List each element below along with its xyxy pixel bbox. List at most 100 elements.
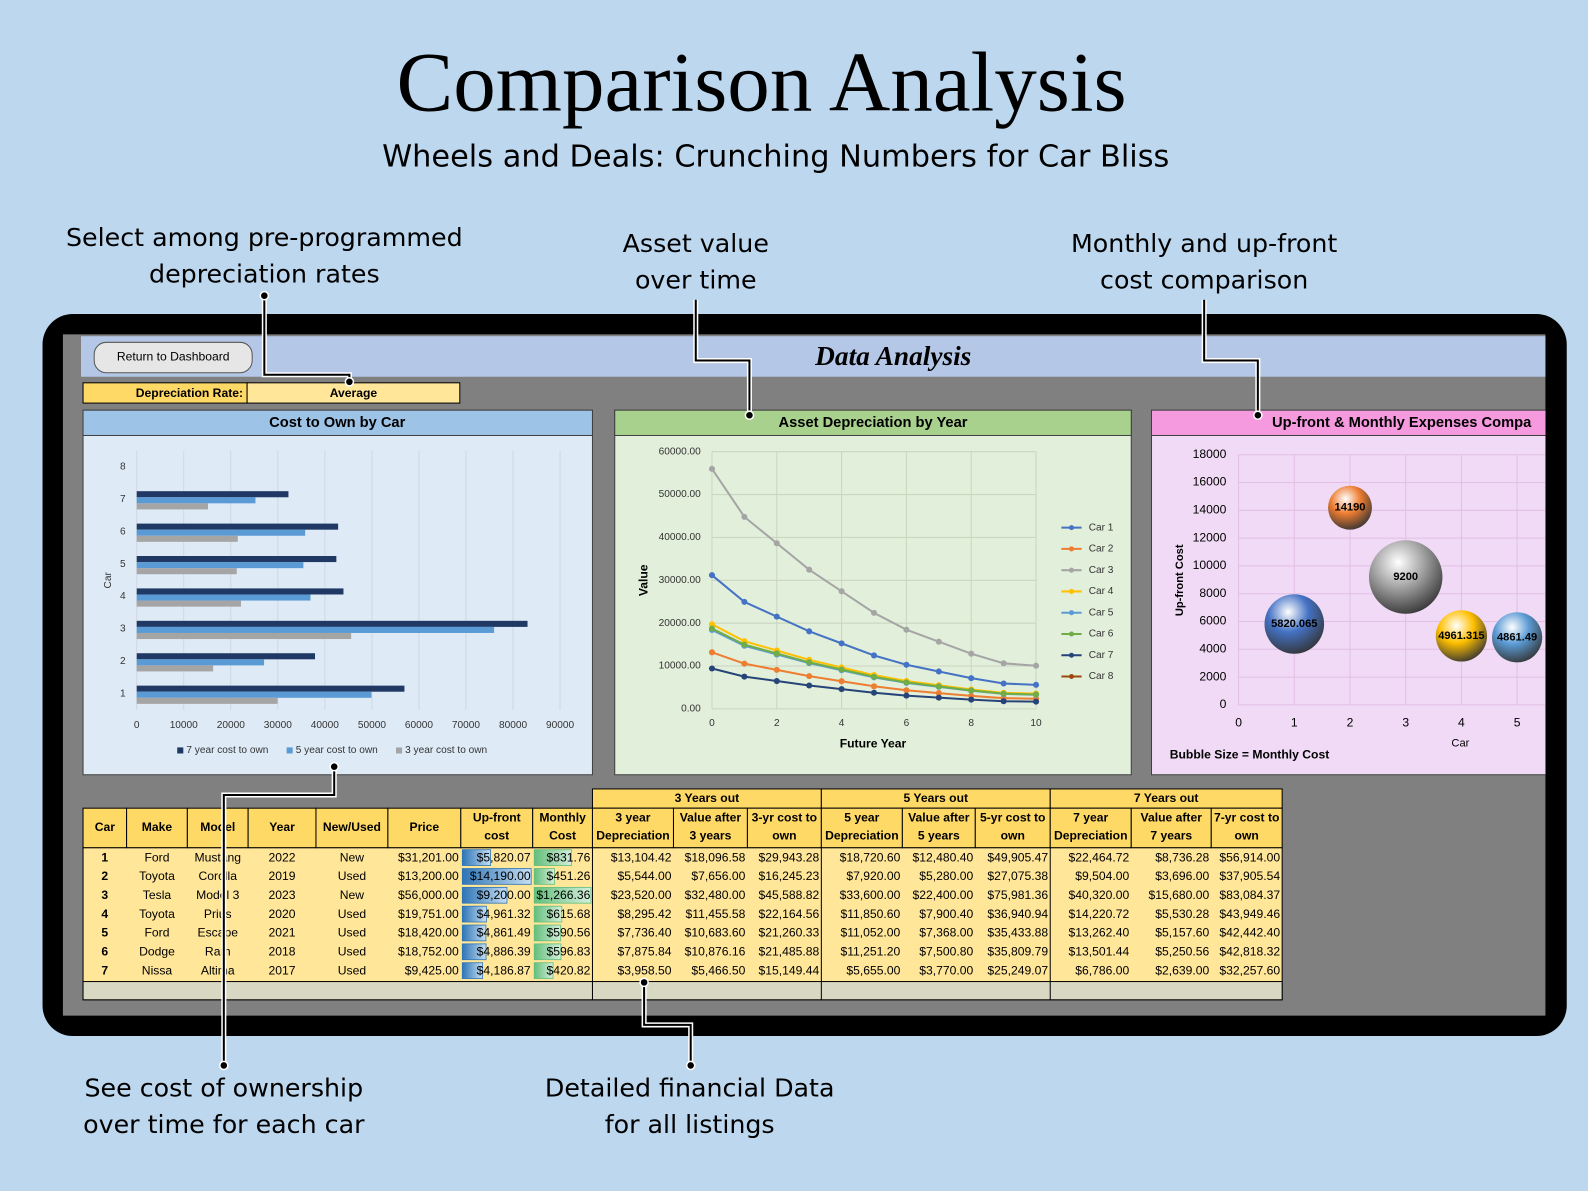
table-cell: $35,433.88: [987, 926, 1048, 940]
table-cell: $590.56: [547, 926, 591, 940]
data-label: 4961.315: [1438, 630, 1484, 642]
data-point: [870, 689, 878, 696]
legend-marker: [1068, 652, 1075, 658]
chart-title: Up-front & Monthly Expenses Compa: [1272, 415, 1532, 431]
y-axis-label: Up-front Cost: [1174, 544, 1186, 616]
column-label: New/Used: [323, 820, 381, 834]
bubble: [1492, 612, 1543, 663]
sheet-banner: [81, 336, 1546, 377]
data-bar: [461, 849, 491, 866]
data-point: [838, 686, 845, 693]
legend-swatch: [396, 747, 403, 754]
data-point: [741, 641, 748, 648]
table-cell: 5: [101, 926, 108, 940]
page-title: Comparison Analysis: [397, 36, 1127, 130]
table-cell: $32,257.60: [1219, 963, 1280, 977]
legend-label: 7 year cost to own: [186, 745, 268, 756]
legend-label: Car 6: [1089, 629, 1114, 640]
legend-label: 3 year cost to own: [405, 745, 487, 756]
y-tick-label: 60000.00: [659, 446, 702, 457]
table-cell: Used: [338, 869, 366, 883]
table-cell: $18,420.00: [398, 926, 459, 940]
legend-marker: [1068, 525, 1075, 531]
y-tick-label: 10000: [1193, 558, 1227, 572]
table-cell: 2021: [269, 926, 296, 940]
annotation: Bubble Size = Monthly Cost: [1170, 748, 1330, 762]
table-cell: 2018: [269, 944, 296, 958]
dashboard-button[interactable]: [93, 341, 253, 374]
table-cell: Mustang: [194, 850, 241, 864]
legend-marker: [1068, 588, 1075, 594]
data-point: [708, 465, 716, 472]
table-cell: $4,961.32: [477, 907, 531, 921]
column-header: [387, 807, 462, 849]
x-tick-label: 3: [1402, 715, 1409, 729]
column-header: [1210, 807, 1283, 849]
table-cell: $22,400.00: [912, 888, 973, 902]
spreadsheet: Data Analysis Return to Dashboard Deprec…: [62, 334, 1546, 1016]
data-point: [1000, 698, 1007, 705]
button-label[interactable]: Return to Dashboard: [117, 350, 230, 364]
data-bar: [461, 962, 484, 979]
table-cell: $9,504.00: [1075, 869, 1129, 883]
data-bar: [533, 962, 554, 979]
group-label: 7 Years out: [1134, 791, 1199, 805]
column-label: 3 year: [615, 811, 650, 825]
group-label: 3 Years out: [675, 791, 740, 805]
column-label: Cost: [549, 829, 576, 843]
table-cell: 2020: [269, 907, 296, 921]
data-point: [773, 613, 780, 620]
legend-marker: [1068, 673, 1075, 680]
table-cell: $9,425.00: [405, 963, 459, 977]
column-label: 7 years: [1150, 829, 1192, 843]
legend-marker: [1068, 631, 1075, 637]
data-point: [903, 679, 910, 686]
table-cell: $7,656.00: [691, 869, 745, 883]
data-point: [1000, 690, 1007, 697]
column-header: [901, 807, 976, 849]
table-cell: $831.76: [547, 850, 591, 864]
data-bar: [533, 943, 562, 961]
table-cell: $75,981.36: [987, 888, 1048, 902]
table-cell: $18,752.00: [398, 944, 459, 958]
x-tick-label: 2: [774, 718, 780, 729]
x-tick-label: 4: [1458, 715, 1465, 729]
data-bar: [533, 849, 572, 866]
table-cell: 7: [101, 963, 108, 977]
table-cell: $9,200.00: [477, 888, 531, 902]
bar: [136, 588, 344, 595]
legend-label: Car 2: [1089, 544, 1114, 555]
data-point: [968, 687, 975, 694]
callout-text: Select among pre-programmed: [66, 223, 463, 252]
y-tick-label: 30000.00: [659, 575, 702, 586]
data-bar: [461, 905, 487, 923]
table-cell: $23,520.00: [611, 888, 672, 902]
data-point: [806, 628, 813, 635]
table-cell: $21,485.88: [759, 944, 820, 958]
data-bar: [461, 868, 532, 885]
connector: [1203, 299, 1259, 416]
column-label: Depreciation: [596, 829, 670, 843]
column-label: 5 year: [844, 811, 879, 825]
data-bar: [533, 924, 562, 942]
table-cell: $11,251.20: [840, 944, 900, 958]
table-cell: $40,320.00: [1068, 888, 1129, 902]
y-tick-label: 10000.00: [659, 661, 702, 672]
data-point: [741, 673, 748, 680]
x-tick-label: 8: [968, 718, 974, 729]
callout-text: Detailed financial Data: [545, 1074, 835, 1103]
column-label: own: [1235, 829, 1259, 843]
bar: [136, 691, 372, 698]
table-cell: $10,683.60: [685, 926, 746, 940]
table-cell: Prius: [204, 907, 232, 921]
column-header: [1049, 807, 1132, 849]
depreciation-value[interactable]: Average: [330, 386, 378, 400]
connector: [643, 982, 692, 1066]
data-point: [708, 649, 716, 656]
table-footer: [82, 981, 1283, 1001]
table-cell: $5,655.00: [846, 963, 900, 977]
table-cell: $5,250.56: [1155, 944, 1209, 958]
table-cell: $14,190.00: [470, 869, 531, 883]
table-body: [82, 847, 1283, 1001]
table-cell: $420.82: [547, 963, 591, 977]
